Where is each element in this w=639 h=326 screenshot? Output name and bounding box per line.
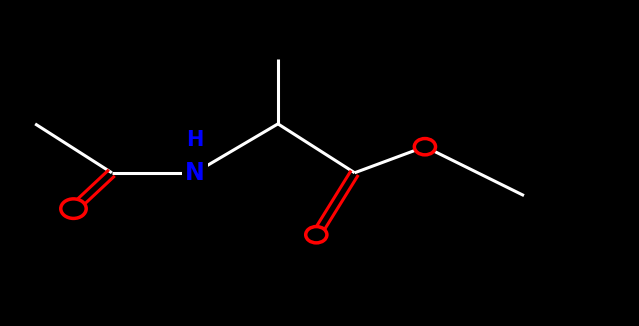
Ellipse shape (305, 227, 327, 243)
Ellipse shape (61, 199, 86, 218)
Text: N: N (185, 161, 204, 185)
Ellipse shape (414, 139, 436, 155)
Text: H: H (186, 130, 204, 150)
